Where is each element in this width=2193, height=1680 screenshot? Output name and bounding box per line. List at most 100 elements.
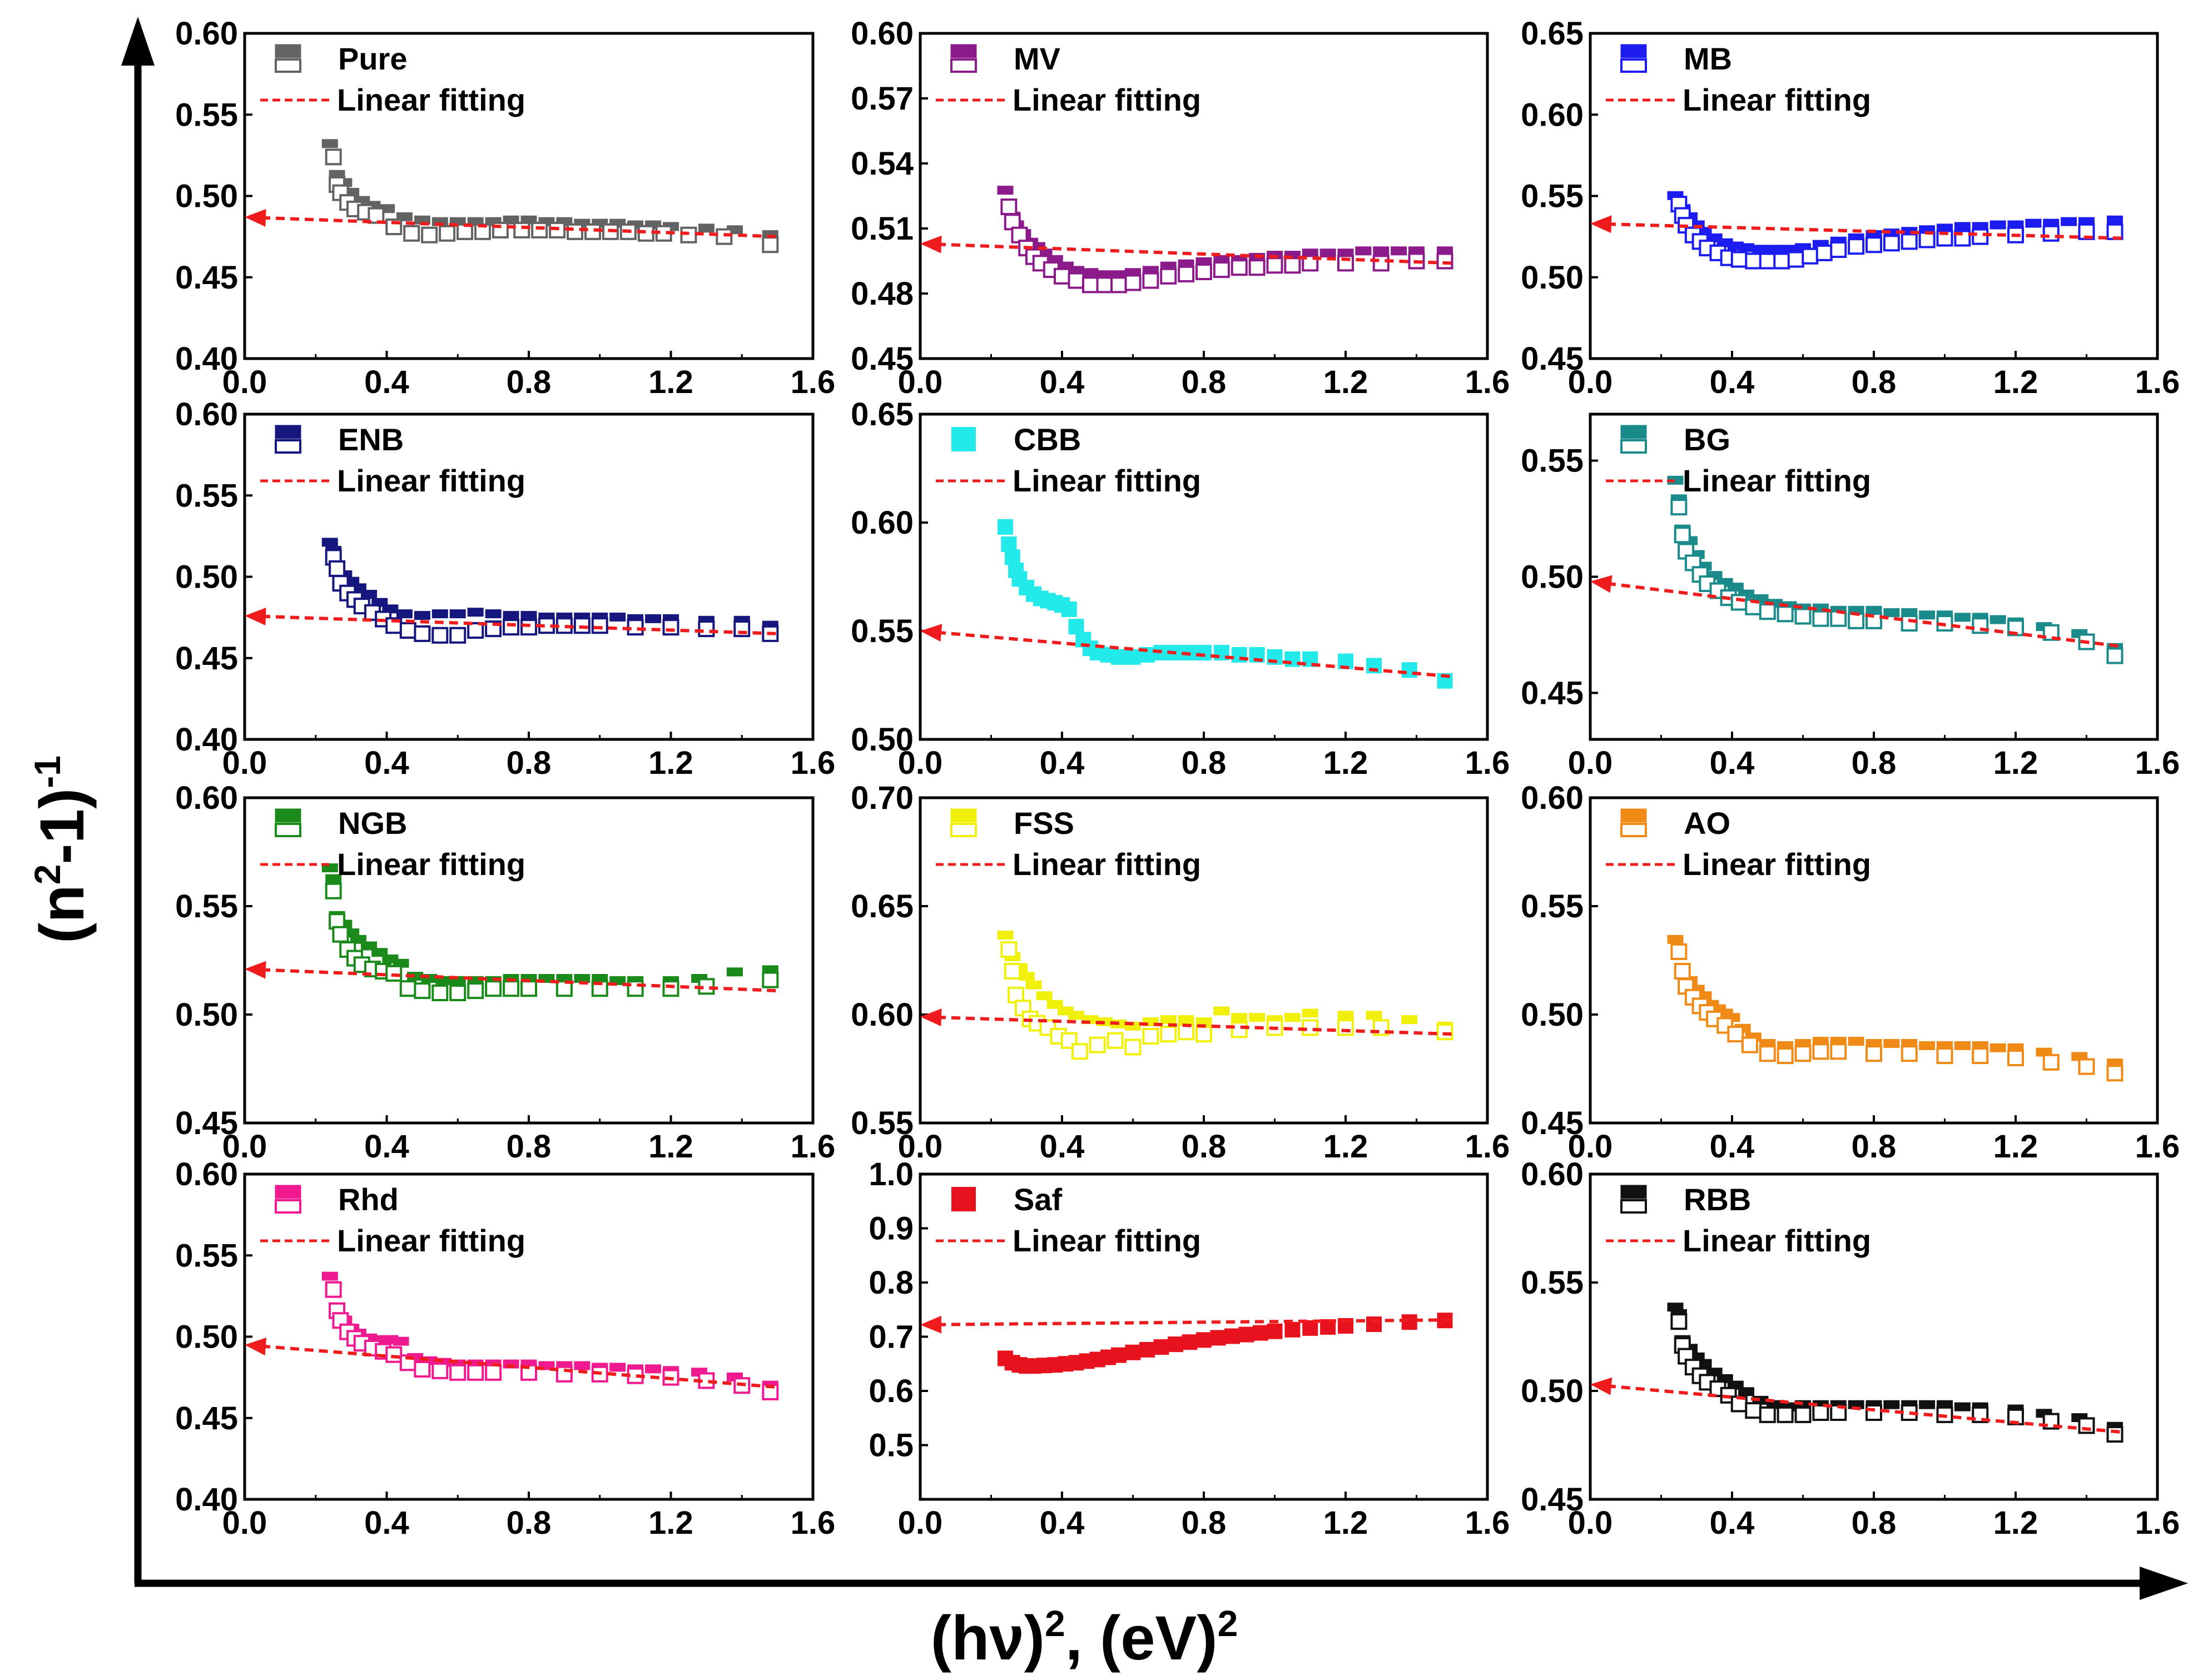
data-point-open xyxy=(1901,233,1918,250)
x-tick-label: 0.0 xyxy=(898,1129,943,1165)
data-point-open xyxy=(1794,1406,1812,1423)
data-point-open xyxy=(1741,1036,1758,1053)
plot-frame xyxy=(243,1172,815,1501)
data-point-open xyxy=(1195,264,1212,280)
data-point-open xyxy=(1777,1406,1794,1423)
x-tick-label: 1.2 xyxy=(1323,745,1368,781)
y-tick-label: 0.55 xyxy=(851,613,914,649)
fit-line-arrow xyxy=(245,1338,267,1356)
data-point-open xyxy=(1794,608,1812,625)
y-tick-label: 0.55 xyxy=(175,478,238,514)
data-point-filled xyxy=(1284,1013,1301,1022)
legend: MV Linear fitting xyxy=(936,41,1201,117)
data-point-open xyxy=(2078,1058,2095,1075)
legend-marker-open xyxy=(950,58,977,73)
data-point xyxy=(1284,1321,1301,1338)
ylabel-sup2: -1 xyxy=(27,755,68,788)
legend-label: Saf xyxy=(1014,1182,1062,1217)
fit-line-arrow xyxy=(1590,575,1612,593)
data-point-open xyxy=(1759,603,1776,620)
data-point-filled xyxy=(431,609,448,619)
data-point xyxy=(1401,662,1417,678)
data-point-open xyxy=(1883,235,1900,252)
data-point-open xyxy=(1773,252,1790,270)
y-tick-label: 0.70 xyxy=(851,780,914,816)
data-point-open xyxy=(2106,1426,2123,1443)
data-point-filled xyxy=(1919,610,1936,620)
legend-fit-label: Linear fitting xyxy=(1683,463,1871,498)
legend: BG Linear fitting xyxy=(1606,422,1871,498)
y-tick-label: 0.55 xyxy=(1521,1265,1584,1301)
data-point xyxy=(1004,549,1020,565)
y-tick-label: 0.60 xyxy=(851,997,914,1033)
data-point-open xyxy=(1089,1036,1106,1053)
legend-marker-filled xyxy=(275,1185,301,1199)
data-point-open xyxy=(431,627,449,644)
data-point-open xyxy=(1830,1043,1847,1060)
data-point-filled xyxy=(1919,1400,1936,1409)
data-point-open xyxy=(2106,647,2123,664)
data-point-open xyxy=(520,980,537,997)
data-point-filled xyxy=(1848,1037,1864,1046)
y-tick-label: 0.55 xyxy=(1521,178,1584,215)
data-point xyxy=(1196,1332,1212,1348)
data-point-filled xyxy=(1752,245,1769,254)
data-point-filled xyxy=(645,614,662,623)
data-point-open xyxy=(1195,1026,1212,1043)
plot-frame xyxy=(1589,412,2159,741)
x-tick-label: 0.8 xyxy=(1182,1129,1227,1165)
panel-ngb: 0.0 0.4 0.8 1.2 1.6 0.45 0.50 0.55 0.60 NGB Linear… xyxy=(175,780,835,1165)
data-point-filled xyxy=(1046,1000,1063,1009)
data-point-open xyxy=(414,1361,431,1378)
data-point-open xyxy=(1727,1026,1744,1043)
x-tick-label: 0.0 xyxy=(1568,1129,1613,1165)
data-point-open xyxy=(2007,1050,2024,1066)
ylabel-main: (n xyxy=(27,884,97,943)
x-tick-label: 1.2 xyxy=(1993,745,2038,781)
legend-fit-label: Linear fitting xyxy=(1683,847,1871,882)
data-point-open xyxy=(1972,1047,1989,1065)
data-point-open xyxy=(1436,1023,1453,1041)
y-tick-label: 0.50 xyxy=(1521,997,1584,1033)
data-point-filled xyxy=(321,538,338,547)
data-point-open xyxy=(439,225,456,242)
y-tick-label: 0.60 xyxy=(175,396,238,433)
data-point-filled xyxy=(520,611,537,620)
fit-line xyxy=(920,1008,1452,1036)
data-point-open xyxy=(385,1346,403,1363)
data-point-filled xyxy=(609,612,626,622)
data-point-open xyxy=(1865,1404,1882,1421)
legend: Rhd Linear fitting xyxy=(260,1182,525,1258)
data-point-filled xyxy=(1989,220,2006,230)
data-point-filled xyxy=(1231,1013,1248,1022)
data-point-filled xyxy=(321,139,338,148)
data-point-open xyxy=(1004,963,1021,980)
data-point-open xyxy=(449,1364,467,1381)
data-point-open xyxy=(385,965,403,982)
legend-marker xyxy=(951,427,976,451)
legend-marker-filled xyxy=(1620,808,1647,823)
fit-line xyxy=(245,208,778,238)
data-point-open xyxy=(1848,238,1865,255)
data-point-open xyxy=(1071,1043,1088,1060)
data-point-open xyxy=(1372,1019,1390,1036)
data-point-filled xyxy=(1366,1011,1382,1020)
fit-line-arrow xyxy=(1590,1377,1612,1395)
data-point-open xyxy=(1865,1045,1882,1062)
data-point-open xyxy=(1000,941,1018,958)
data-point xyxy=(1111,1347,1127,1363)
data-point-open xyxy=(1160,1026,1177,1043)
plot-frame xyxy=(1589,796,2159,1125)
x-tick-label: 1.6 xyxy=(1465,1505,1510,1541)
y-tick-label: 0.55 xyxy=(175,97,238,133)
legend-marker-filled xyxy=(1620,425,1647,439)
data-point-filled xyxy=(1373,246,1390,256)
x-tick-label: 1.6 xyxy=(2135,364,2180,400)
x-tick-label: 1.6 xyxy=(791,1129,836,1165)
legend-marker-open xyxy=(1620,58,1647,73)
fit-line-arrow xyxy=(245,961,266,979)
data-point-open xyxy=(1124,1038,1142,1056)
data-point-open xyxy=(1213,261,1230,279)
x-tick-label: 1.6 xyxy=(2135,1505,2180,1541)
data-point-open xyxy=(1794,1045,1812,1062)
